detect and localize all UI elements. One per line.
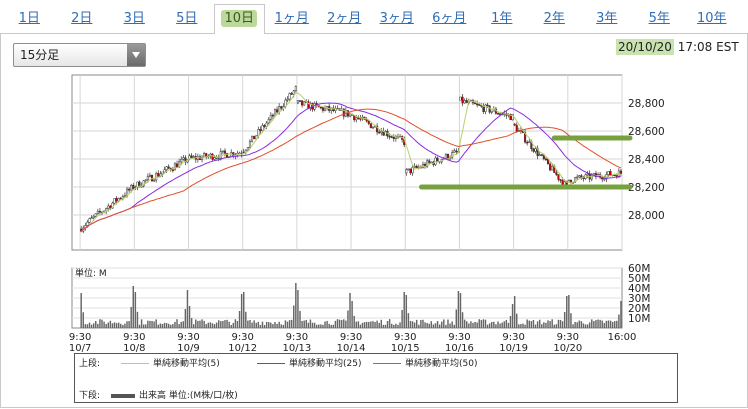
tab-label: 3日 <box>123 11 145 26</box>
legend-ma5-swatch <box>121 363 149 364</box>
legend-ma50: 単純移動平均(50) <box>373 356 477 369</box>
tab-label: 5日 <box>176 11 198 26</box>
tab-label: 6ヶ月 <box>432 11 467 26</box>
tab-label: 5年 <box>648 11 670 26</box>
tab-6ヶ月[interactable]: 6ヶ月 <box>424 4 475 33</box>
tab-5日[interactable]: 5日 <box>162 4 213 33</box>
legend-upper-label: 上段: <box>79 359 101 369</box>
tab-label: 2ヶ月 <box>327 11 362 26</box>
tab-1ヶ月[interactable]: 1ヶ月 <box>267 4 318 33</box>
legend-lower-label: 下段: <box>79 391 101 401</box>
legend-ma50-swatch <box>373 363 401 364</box>
legend-ma25-swatch <box>257 363 285 364</box>
tab-label: 10年 <box>696 11 727 26</box>
timestamp: 20/10/20 17:08 EST <box>616 39 739 55</box>
tab-3年[interactable]: 3年 <box>582 4 633 33</box>
legend-ma5: 単純移動平均(5) <box>121 356 220 369</box>
tab-label: 1日 <box>18 11 40 26</box>
tab-2年[interactable]: 2年 <box>529 4 580 33</box>
tab-2日[interactable]: 2日 <box>57 4 108 33</box>
timestamp-time: 17:08 EST <box>677 40 739 54</box>
tab-1年[interactable]: 1年 <box>477 4 528 33</box>
tab-3ヶ月[interactable]: 3ヶ月 <box>372 4 423 33</box>
tab-10日[interactable]: 10日 <box>214 4 265 34</box>
tab-1日[interactable]: 1日 <box>4 4 55 33</box>
tab-3日[interactable]: 3日 <box>109 4 160 33</box>
tab-2ヶ月[interactable]: 2ヶ月 <box>319 4 370 33</box>
period-tab-bar: 1日 2日 3日 5日 10日 1ヶ月 2ヶ月 3ヶ月 6ヶ月 1年 2年 3年 5年 10年 <box>0 0 748 34</box>
tab-10年[interactable]: 10年 <box>687 4 738 33</box>
tab-label: 2日 <box>71 11 93 26</box>
chart-panel <box>0 34 748 408</box>
interval-select[interactable]: 15分足 <box>13 43 146 67</box>
tab-label: 1ヶ月 <box>274 11 309 26</box>
legend-volume: 出来高 単位:(M株/口/枚) <box>111 388 238 401</box>
tab-label: 3年 <box>596 11 618 26</box>
legend-ma5-label: 単純移動平均(5) <box>153 359 220 369</box>
chevron-down-icon[interactable] <box>127 44 145 66</box>
chart-legend: 上段: 単純移動平均(5) 単純移動平均(25) 単純移動平均(50) 下段: … <box>74 353 678 403</box>
interval-select-value: 15分足 <box>20 48 60 62</box>
legend-volume-label: 出来高 単位:(M株/口/枚) <box>139 391 238 401</box>
legend-ma50-label: 単純移動平均(50) <box>405 359 478 369</box>
timestamp-date: 20/10/20 <box>616 39 674 55</box>
legend-ma25: 単純移動平均(25) <box>257 356 361 369</box>
tab-5年[interactable]: 5年 <box>634 4 685 33</box>
tab-label: 3ヶ月 <box>379 11 414 26</box>
tab-label: 2年 <box>543 11 565 26</box>
legend-volume-swatch <box>111 393 135 398</box>
tab-label: 1年 <box>491 11 513 26</box>
tab-label: 10日 <box>221 10 258 27</box>
legend-ma25-label: 単純移動平均(25) <box>289 359 362 369</box>
